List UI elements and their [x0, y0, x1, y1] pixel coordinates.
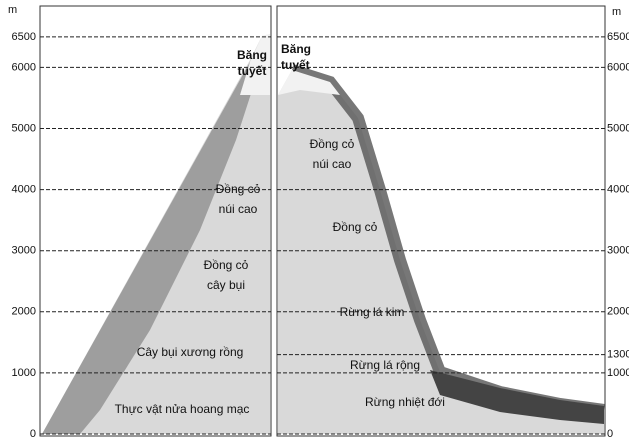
right-unit: m — [612, 6, 621, 18]
y-tick-label: 0 — [30, 428, 36, 439]
zone-label: Rừng lá kim — [340, 305, 405, 319]
y-tick-label: 0 — [607, 428, 613, 439]
y-tick-label: 4000 — [12, 184, 36, 196]
left-unit: m — [8, 4, 17, 16]
zone-label: Rừng nhiệt đới — [365, 395, 445, 409]
zone-label: Cây bụi xương rồng — [137, 345, 244, 359]
y-tick-label: 1300 — [607, 348, 629, 360]
y-tick-label: 5000 — [607, 122, 629, 134]
y-tick-label: 5000 — [12, 122, 36, 134]
y-tick-label: 1000 — [12, 367, 36, 379]
zone-label: Rừng lá rộng — [350, 358, 420, 372]
y-tick-label: 1000 — [607, 367, 629, 379]
y-tick-label: 2000 — [607, 306, 629, 318]
y-tick-label: 3000 — [12, 245, 36, 257]
diagram: 0 1000 2000 3000 4000 5000 6000 6500 0 1000 1300 20… — [0, 0, 629, 439]
y-tick-label: 3000 — [607, 245, 629, 257]
y-tick-label: 6500 — [607, 31, 629, 43]
y-tick-label: 6500 — [12, 31, 36, 43]
y-tick-label: 6000 — [12, 61, 36, 73]
zone-label: Đồng cỏ — [333, 220, 378, 234]
y-tick-label: 2000 — [12, 306, 36, 318]
zone-label: Thực vật nửa hoang mạc — [115, 402, 250, 416]
y-tick-label: 4000 — [607, 184, 629, 196]
y-tick-label: 6000 — [607, 61, 629, 73]
